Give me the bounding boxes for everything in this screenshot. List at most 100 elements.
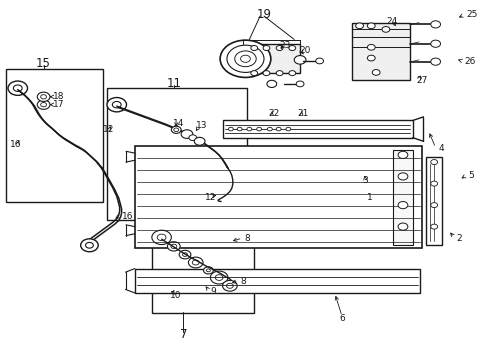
Circle shape bbox=[315, 58, 323, 64]
Circle shape bbox=[112, 102, 121, 108]
Circle shape bbox=[430, 21, 440, 28]
Circle shape bbox=[167, 242, 180, 251]
Circle shape bbox=[226, 283, 233, 288]
Circle shape bbox=[85, 242, 93, 248]
Text: 24: 24 bbox=[385, 17, 396, 26]
Bar bbox=[135, 269, 419, 293]
Circle shape bbox=[397, 202, 407, 209]
Circle shape bbox=[288, 71, 295, 76]
Text: 19: 19 bbox=[256, 8, 271, 21]
Circle shape bbox=[8, 81, 27, 95]
Bar bbox=[135, 146, 422, 248]
Circle shape bbox=[194, 137, 204, 145]
Circle shape bbox=[192, 260, 199, 265]
Circle shape bbox=[215, 275, 223, 280]
Circle shape bbox=[296, 81, 304, 87]
Text: 1: 1 bbox=[366, 193, 372, 202]
Circle shape bbox=[263, 71, 269, 76]
Text: 3: 3 bbox=[362, 176, 367, 185]
Circle shape bbox=[430, 40, 440, 47]
Text: 15: 15 bbox=[36, 57, 51, 69]
Circle shape bbox=[170, 244, 176, 248]
Circle shape bbox=[250, 71, 257, 76]
Circle shape bbox=[37, 100, 50, 109]
Bar bbox=[392, 149, 412, 244]
Circle shape bbox=[397, 151, 407, 158]
Circle shape bbox=[210, 271, 227, 284]
Circle shape bbox=[181, 130, 192, 138]
Circle shape bbox=[397, 173, 407, 180]
Text: 27: 27 bbox=[415, 76, 427, 85]
Circle shape bbox=[37, 92, 50, 102]
Bar bbox=[152, 219, 254, 313]
Circle shape bbox=[355, 23, 363, 29]
Text: 13: 13 bbox=[195, 121, 207, 130]
Text: 6: 6 bbox=[339, 314, 345, 323]
Text: 17: 17 bbox=[53, 100, 64, 109]
Text: 14: 14 bbox=[173, 119, 184, 128]
Text: 25: 25 bbox=[465, 10, 476, 19]
Text: 22: 22 bbox=[267, 109, 279, 118]
Circle shape bbox=[288, 45, 295, 50]
Circle shape bbox=[182, 253, 187, 256]
Circle shape bbox=[234, 51, 256, 67]
Circle shape bbox=[276, 71, 283, 76]
Circle shape bbox=[220, 40, 270, 77]
Text: 23: 23 bbox=[279, 41, 290, 50]
Circle shape bbox=[157, 234, 165, 240]
Circle shape bbox=[188, 135, 196, 140]
Circle shape bbox=[41, 103, 46, 107]
Circle shape bbox=[285, 127, 290, 131]
Bar bbox=[5, 69, 103, 202]
Circle shape bbox=[13, 85, 22, 91]
Text: 9: 9 bbox=[210, 287, 216, 296]
Bar bbox=[222, 121, 412, 138]
Text: 21: 21 bbox=[297, 109, 308, 118]
Text: 18: 18 bbox=[53, 92, 64, 101]
Circle shape bbox=[250, 45, 257, 50]
Bar bbox=[107, 88, 247, 220]
Bar bbox=[426, 157, 441, 244]
Circle shape bbox=[430, 181, 437, 186]
Circle shape bbox=[228, 127, 233, 131]
Circle shape bbox=[222, 280, 237, 291]
Circle shape bbox=[430, 159, 437, 165]
Text: 10: 10 bbox=[170, 291, 182, 300]
Circle shape bbox=[173, 128, 178, 132]
Text: 11: 11 bbox=[166, 77, 181, 90]
Circle shape bbox=[430, 203, 437, 208]
Text: 16: 16 bbox=[10, 140, 22, 149]
Circle shape bbox=[366, 23, 374, 29]
Circle shape bbox=[41, 95, 46, 99]
Circle shape bbox=[371, 69, 379, 75]
Bar bbox=[241, 44, 300, 73]
Text: 20: 20 bbox=[299, 46, 310, 55]
Circle shape bbox=[267, 127, 272, 131]
Circle shape bbox=[237, 127, 242, 131]
Circle shape bbox=[246, 127, 251, 131]
Circle shape bbox=[294, 55, 305, 64]
Text: 2: 2 bbox=[455, 234, 461, 243]
Circle shape bbox=[206, 269, 210, 272]
Text: 7: 7 bbox=[180, 328, 187, 341]
Circle shape bbox=[263, 45, 269, 50]
Circle shape bbox=[107, 98, 126, 112]
Circle shape bbox=[188, 257, 203, 268]
Text: 16: 16 bbox=[122, 212, 133, 221]
Circle shape bbox=[203, 267, 213, 274]
Circle shape bbox=[240, 55, 250, 62]
Circle shape bbox=[430, 224, 437, 229]
Circle shape bbox=[226, 45, 264, 72]
Circle shape bbox=[366, 55, 374, 61]
Text: 8: 8 bbox=[244, 234, 250, 243]
Circle shape bbox=[430, 58, 440, 65]
Circle shape bbox=[81, 239, 98, 252]
Circle shape bbox=[276, 45, 283, 50]
Circle shape bbox=[152, 230, 171, 244]
Text: 26: 26 bbox=[463, 57, 474, 66]
Circle shape bbox=[179, 250, 190, 259]
Circle shape bbox=[276, 127, 281, 131]
Circle shape bbox=[366, 44, 374, 50]
Text: 12: 12 bbox=[103, 125, 114, 134]
Circle shape bbox=[256, 127, 261, 131]
